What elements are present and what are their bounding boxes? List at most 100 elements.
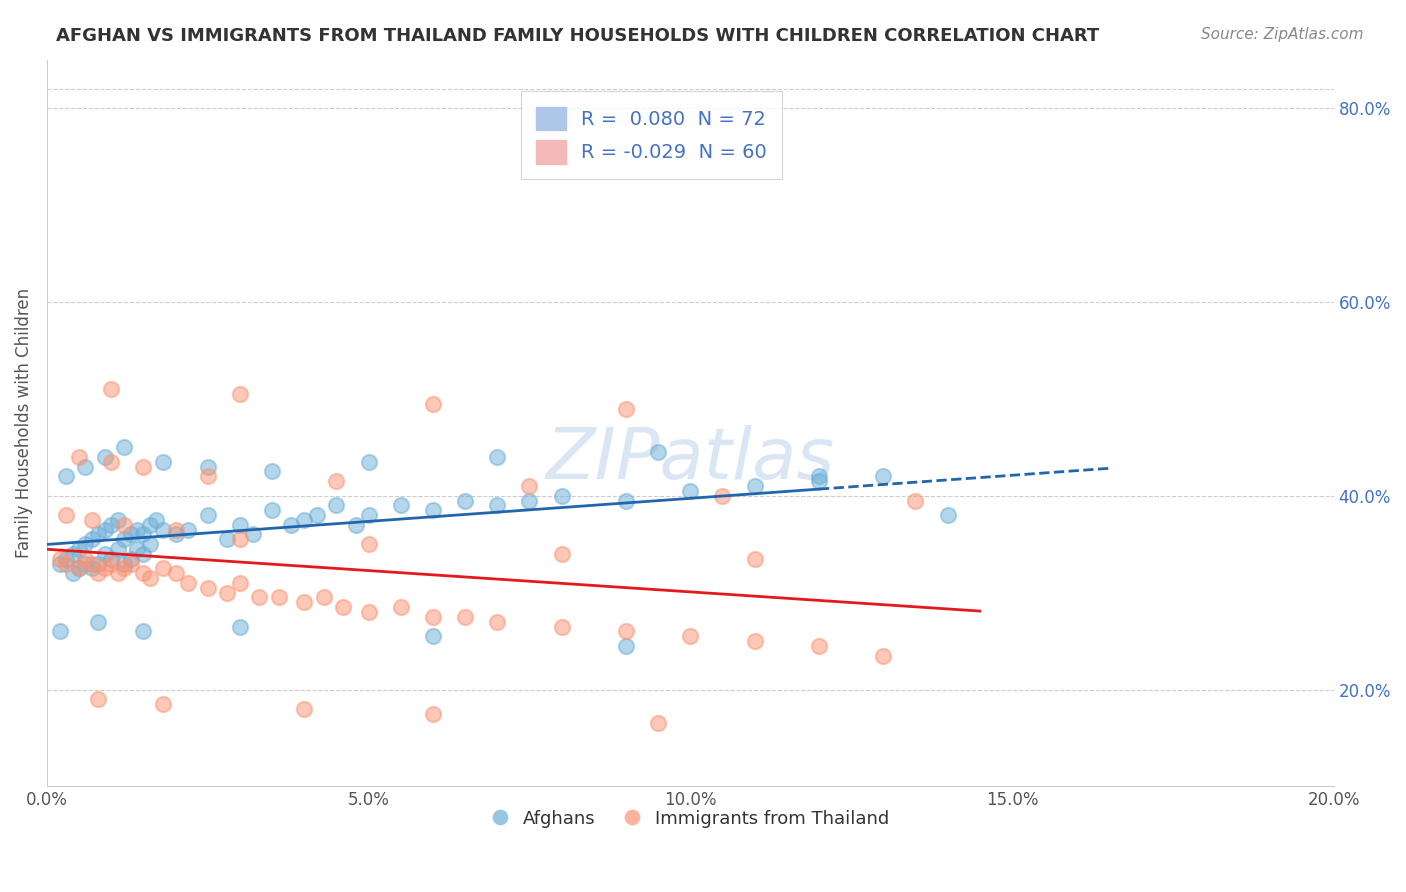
- Point: [177, 523, 200, 537]
- Point: [49, 557, 72, 571]
- Point: [614, 493, 637, 508]
- Point: [872, 469, 894, 483]
- Point: [139, 571, 162, 585]
- Point: [325, 499, 347, 513]
- Point: [215, 585, 238, 599]
- Point: [807, 639, 830, 653]
- Point: [120, 551, 142, 566]
- Point: [177, 576, 200, 591]
- Point: [62, 566, 84, 581]
- Point: [614, 639, 637, 653]
- Point: [132, 527, 155, 541]
- Point: [67, 561, 90, 575]
- Point: [807, 474, 830, 488]
- Point: [67, 542, 90, 557]
- Point: [550, 619, 572, 633]
- Point: [422, 629, 444, 643]
- Point: [87, 557, 110, 571]
- Point: [107, 542, 129, 557]
- Point: [454, 610, 477, 624]
- Point: [872, 648, 894, 663]
- Point: [292, 513, 315, 527]
- Text: ZIPatlas: ZIPatlas: [546, 425, 835, 494]
- Point: [312, 591, 335, 605]
- Point: [100, 455, 122, 469]
- Point: [152, 697, 174, 711]
- Point: [80, 513, 103, 527]
- Point: [152, 523, 174, 537]
- Point: [614, 401, 637, 416]
- Point: [332, 600, 354, 615]
- Point: [120, 527, 142, 541]
- Point: [125, 523, 148, 537]
- Point: [75, 459, 97, 474]
- Point: [486, 615, 509, 629]
- Point: [357, 455, 380, 469]
- Point: [67, 561, 90, 575]
- Point: [49, 551, 72, 566]
- Text: AFGHAN VS IMMIGRANTS FROM THAILAND FAMILY HOUSEHOLDS WITH CHILDREN CORRELATION C: AFGHAN VS IMMIGRANTS FROM THAILAND FAMIL…: [56, 27, 1099, 45]
- Point: [94, 523, 117, 537]
- Point: [112, 517, 135, 532]
- Point: [486, 499, 509, 513]
- Point: [357, 605, 380, 619]
- Point: [744, 634, 766, 648]
- Point: [197, 508, 219, 522]
- Point: [75, 557, 97, 571]
- Point: [422, 610, 444, 624]
- Point: [75, 551, 97, 566]
- Point: [120, 557, 142, 571]
- Point: [94, 547, 117, 561]
- Point: [904, 493, 927, 508]
- Point: [132, 547, 155, 561]
- Point: [357, 537, 380, 551]
- Point: [80, 557, 103, 571]
- Point: [679, 629, 702, 643]
- Point: [325, 474, 347, 488]
- Point: [647, 716, 669, 731]
- Point: [80, 533, 103, 547]
- Point: [107, 513, 129, 527]
- Point: [165, 527, 187, 541]
- Point: [132, 566, 155, 581]
- Point: [55, 551, 77, 566]
- Point: [139, 537, 162, 551]
- Point: [422, 503, 444, 517]
- Point: [267, 591, 290, 605]
- Point: [55, 508, 77, 522]
- Point: [55, 557, 77, 571]
- Point: [125, 542, 148, 557]
- Point: [49, 624, 72, 639]
- Point: [550, 489, 572, 503]
- Point: [112, 561, 135, 575]
- Point: [87, 615, 110, 629]
- Point: [262, 503, 284, 517]
- Point: [80, 561, 103, 575]
- Point: [197, 581, 219, 595]
- Point: [389, 499, 412, 513]
- Point: [94, 450, 117, 464]
- Point: [55, 469, 77, 483]
- Point: [94, 561, 117, 575]
- Point: [152, 561, 174, 575]
- Point: [519, 479, 541, 493]
- Point: [229, 576, 252, 591]
- Legend: Afghans, Immigrants from Thailand: Afghans, Immigrants from Thailand: [484, 803, 897, 836]
- Point: [87, 566, 110, 581]
- Point: [389, 600, 412, 615]
- Point: [519, 493, 541, 508]
- Point: [247, 591, 270, 605]
- Point: [132, 459, 155, 474]
- Point: [152, 455, 174, 469]
- Point: [229, 387, 252, 401]
- Point: [87, 527, 110, 541]
- Point: [242, 527, 264, 541]
- Point: [165, 523, 187, 537]
- Point: [100, 557, 122, 571]
- Point: [307, 508, 329, 522]
- Point: [87, 692, 110, 706]
- Point: [139, 517, 162, 532]
- Point: [679, 483, 702, 498]
- Point: [100, 551, 122, 566]
- Y-axis label: Family Households with Children: Family Households with Children: [15, 288, 32, 558]
